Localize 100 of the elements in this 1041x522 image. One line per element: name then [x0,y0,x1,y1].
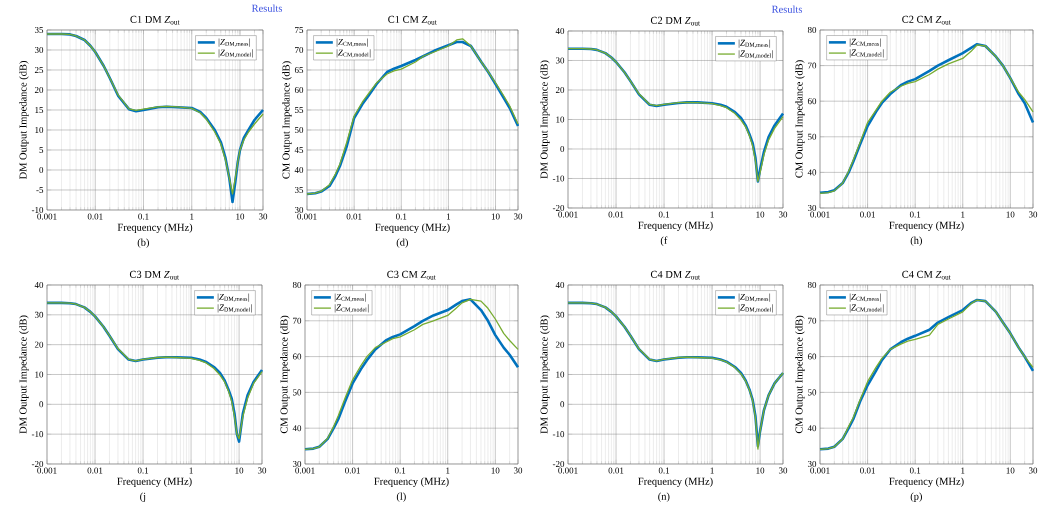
text: (p) [910,492,922,502]
x-tick-label: 30 [513,467,523,474]
legend-label: |Z$_{DM,meas}$| [738,39,771,48]
text: Results [251,4,283,12]
legend-label: |Z$_{CM,meas}$| [849,293,881,302]
y-tick-label: -10 [552,431,565,438]
y-tick-label: 0 [560,401,565,408]
x-tick-label: 0.001 [295,467,315,474]
y-tick-label: 40 [34,281,44,289]
x-tick-label: 1 [710,467,714,474]
x-tick-label: 0.001 [297,213,317,220]
y-tick-label: 70 [808,62,817,69]
x-tick-label: 0.01 [608,211,624,218]
y-tick-label: 25 [34,66,44,74]
y-tick-label: 0 [39,401,44,408]
y-tick-label: 60 [807,353,817,360]
y-tick-label: 20 [34,341,44,348]
x-tick-label: 10 [236,213,245,220]
y-tick-label: 30 [807,460,817,468]
chart-title: C1 CM Z$_{out}$ [388,15,437,25]
y-axis-title: CM Output Impedance (dB) [795,60,805,178]
legend-label: |Z$_{CM,model}$| [849,304,884,313]
text: (l) [396,492,406,502]
y-tick-label: 65 [294,66,304,74]
y-tick-label: 40 [294,166,304,174]
x-tick-label: 0.001 [558,211,578,218]
y-tick-label: 15 [35,106,44,113]
y-tick-label: 10 [35,371,44,378]
y-tick-label: 50 [295,126,304,134]
y-tick-label: 20 [555,86,565,94]
text: (f [660,236,668,247]
x-tick-label: 30 [1028,467,1038,474]
x-tick-label: 0.1 [909,467,921,474]
y-tick-label: 30 [34,46,44,54]
legend-label: |Z$_{DM,model}$| [218,49,253,58]
chart-title: C4 DM Z$_{out}$ [650,270,700,280]
y-tick-label: 20 [34,86,44,94]
y-tick-label: 30 [555,311,565,318]
x-tick-label: 0.01 [345,467,360,474]
text: (j [140,492,146,502]
y-tick-label: 50 [808,133,817,140]
text: (b) [137,238,149,248]
x-axis-title: Frequency (MHz) [889,221,964,231]
y-tick-label: 30 [292,460,302,468]
x-tick-label: 0.001 [558,467,578,474]
y-axis-title: DM Output Impedance (dB) [540,315,550,434]
y-tick-label: 45 [294,146,304,153]
legend-label: |Z$_{DM,model}$| [738,304,773,313]
y-tick-label: 5 [39,147,44,153]
x-tick-label: 1 [961,467,965,474]
text: Results [771,5,803,13]
y-tick-label: -20 [552,460,565,468]
x-tick-label: 0.001 [810,211,830,218]
y-tick-label: 0 [560,145,565,153]
x-axis-title: Frequency (MHz) [889,477,964,487]
y-tick-label: 80 [807,26,817,34]
y-tick-label: -10 [31,431,44,438]
x-axis-title: Frequency (MHz) [638,477,713,487]
x-tick-label: 0.1 [394,467,406,474]
y-tick-label: 30 [34,311,44,318]
text: (d) [396,238,408,248]
y-tick-label: 60 [807,98,817,105]
chart-title: C3 CM Z$_{out}$ [387,270,436,280]
x-tick-label: 30 [778,211,788,218]
legend-label: |Z$_{CM,model}$| [334,304,369,313]
x-tick-label: 10 [756,467,765,474]
chart-title: C2 CM Z$_{out}$ [902,15,951,25]
y-tick-label: -5 [36,187,44,193]
y-axis-title: DM Output Impedance (dB) [19,61,29,180]
y-tick-label: -20 [552,204,565,212]
y-axis-title: DM Output Impedance (dB) [540,60,550,179]
y-tick-label: 40 [292,425,302,432]
x-tick-label: 0.001 [37,467,57,474]
y-tick-label: -20 [31,460,44,468]
y-tick-label: 10 [556,371,565,378]
x-tick-label: 1 [710,211,714,218]
x-tick-label: 30 [257,467,267,474]
text: (h) [910,236,922,246]
x-tick-label: 30 [513,213,523,220]
legend-label: |Z$_{DM,model}$| [738,50,773,59]
x-tick-label: 10 [491,467,500,474]
y-tick-label: 50 [808,389,817,396]
y-tick-label: 80 [292,281,302,289]
y-tick-label: 40 [555,27,565,35]
y-tick-label: 75 [295,27,304,33]
y-tick-label: 35 [294,186,304,193]
y-tick-label: 70 [293,317,302,324]
y-tick-label: 40 [807,169,817,176]
x-tick-label: 10 [491,213,500,220]
x-tick-label: 0.01 [608,467,624,474]
y-tick-label: -10 [31,206,44,214]
x-axis-title: Frequency (MHz) [117,477,192,487]
chart-title: C3 DM Z$_{out}$ [129,270,179,280]
x-tick-label: 0.01 [87,467,103,474]
x-tick-label: 0.001 [810,467,830,474]
x-tick-label: 1 [190,213,194,220]
x-tick-label: 1 [446,213,451,220]
x-tick-label: 1 [446,467,450,474]
y-axis-title: DM Output Impedance (dB) [19,315,29,434]
x-axis-title: Frequency (MHz) [117,223,193,233]
